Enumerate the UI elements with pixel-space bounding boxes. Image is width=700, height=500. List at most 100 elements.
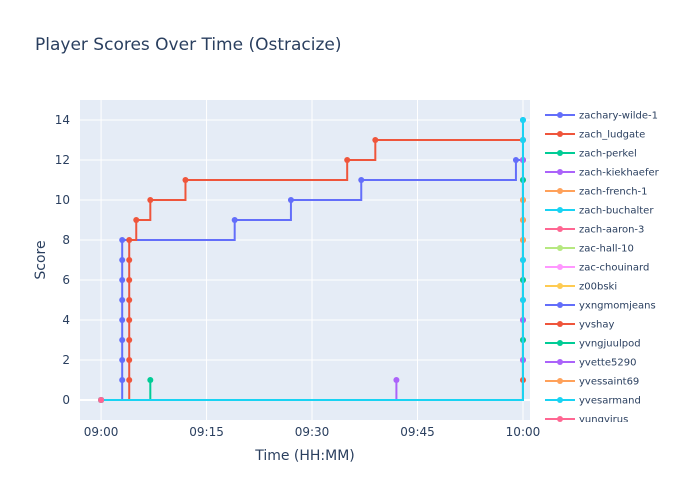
legend-item[interactable]: zach_ludgate xyxy=(545,130,645,141)
data-point xyxy=(519,297,526,303)
data-point xyxy=(519,257,526,263)
legend-item[interactable]: yvesarmand xyxy=(545,396,641,407)
data-point xyxy=(126,337,133,343)
data-point xyxy=(126,257,133,263)
legend-swatch-marker xyxy=(557,264,563,270)
data-point xyxy=(372,137,379,143)
legend-label: yvette5290 xyxy=(579,358,636,369)
y-tick-label: 10 xyxy=(55,193,70,207)
data-point xyxy=(98,397,105,403)
x-tick-label: 09:00 xyxy=(84,425,119,439)
legend-label: zach-french-1 xyxy=(579,187,648,198)
legend-swatch-marker xyxy=(557,416,563,422)
x-axis-label: Time (HH:MM) xyxy=(254,448,355,464)
y-tick-label: 8 xyxy=(62,233,70,247)
y-tick-label: 14 xyxy=(55,113,70,127)
data-point xyxy=(147,377,154,383)
data-point xyxy=(133,217,140,223)
legend-item[interactable]: zac-chouinard xyxy=(545,263,649,274)
y-tick-label: 4 xyxy=(62,313,70,327)
legend-label: yvessaint69 xyxy=(579,377,639,388)
legend-swatch-marker xyxy=(557,112,563,118)
legend-swatch-marker xyxy=(557,321,563,327)
series-zach-ludgate xyxy=(98,137,526,403)
legend-swatch-marker xyxy=(557,283,563,289)
legend-item[interactable]: yvessaint69 xyxy=(545,377,639,388)
data-point xyxy=(519,117,526,123)
y-tick-label: 6 xyxy=(62,273,70,287)
chart-title: Player Scores Over Time (Ostracize) xyxy=(35,35,342,55)
data-point xyxy=(119,257,126,263)
legend-label: zach-aaron-3 xyxy=(579,225,644,236)
legend-label: zach-kiekhaefer xyxy=(579,168,660,179)
data-point xyxy=(344,157,351,163)
x-axis-ticks: 09:00 09:15 09:30 09:45 10:00 xyxy=(84,425,540,439)
data-point xyxy=(119,297,126,303)
legend-label: zac-chouinard xyxy=(579,263,649,274)
y-tick-label: 0 xyxy=(62,393,70,407)
x-tick-label: 09:45 xyxy=(400,425,435,439)
series-layer xyxy=(98,117,526,403)
y-tick-label: 12 xyxy=(55,153,70,167)
data-point xyxy=(512,157,519,163)
legend-swatch-marker xyxy=(557,302,563,308)
data-point xyxy=(147,197,154,203)
data-point xyxy=(126,357,133,363)
data-point xyxy=(119,237,126,243)
y-axis-ticks: 0 2 4 6 8 10 12 14 xyxy=(55,113,70,407)
data-point xyxy=(119,377,126,383)
legend-item[interactable]: zach-french-1 xyxy=(545,187,648,198)
y-tick-label: 2 xyxy=(62,353,70,367)
y-axis-label: Score xyxy=(33,240,49,279)
legend-swatch-marker xyxy=(557,226,563,232)
data-point xyxy=(126,317,133,323)
series-line xyxy=(101,120,524,401)
plot-area xyxy=(80,100,530,420)
legend-swatch-marker xyxy=(557,378,563,384)
legend-item[interactable]: yungvirus xyxy=(545,415,628,426)
legend-item[interactable]: z00bski xyxy=(545,282,617,293)
legend-label: zach_ludgate xyxy=(579,130,645,141)
legend-swatch-marker xyxy=(557,150,563,156)
legend-label: zach-perkel xyxy=(579,149,637,160)
legend-label: z00bski xyxy=(579,282,617,293)
series-line xyxy=(101,139,523,401)
legend-label: yvshay xyxy=(579,320,615,331)
legend-label: yvesarmand xyxy=(579,396,641,407)
legend-label: yungvirus xyxy=(579,415,628,426)
legend-label: yxngmomjeans xyxy=(579,301,656,312)
x-tick-label: 10:00 xyxy=(506,425,541,439)
legend: zachary-wilde-1 zach_ludgate zach-perkel za… xyxy=(545,111,660,426)
legend-item[interactable]: yvngjuulpod xyxy=(545,339,641,350)
data-point xyxy=(119,317,126,323)
data-point xyxy=(519,137,526,143)
data-point xyxy=(119,277,126,283)
data-point xyxy=(126,377,133,383)
data-point xyxy=(119,337,126,343)
legend-item[interactable]: zach-aaron-3 xyxy=(545,225,644,236)
legend-item[interactable]: zach-perkel xyxy=(545,149,637,160)
legend-swatch-marker xyxy=(557,207,563,213)
legend-label: zach-buchalter xyxy=(579,206,654,217)
legend-swatch-marker xyxy=(557,359,563,365)
legend-swatch-marker xyxy=(557,340,563,346)
data-point xyxy=(126,237,133,243)
data-point xyxy=(358,177,365,183)
legend-swatch-marker xyxy=(557,397,563,403)
legend-item[interactable]: zach-kiekhaefer xyxy=(545,168,660,179)
data-point xyxy=(231,217,238,223)
legend-item[interactable]: yxngmomjeans xyxy=(545,301,656,312)
legend-swatch-marker xyxy=(557,131,563,137)
legend-item[interactable]: zachary-wilde-1 xyxy=(545,111,658,122)
legend-item[interactable]: yvette5290 xyxy=(545,358,636,369)
legend-item[interactable]: zach-buchalter xyxy=(545,206,654,217)
legend-item[interactable]: zac-hall-10 xyxy=(545,244,634,255)
data-point xyxy=(287,197,294,203)
x-tick-label: 09:15 xyxy=(189,425,224,439)
x-tick-label: 09:30 xyxy=(295,425,330,439)
legend-item[interactable]: yvshay xyxy=(545,320,615,331)
legend-label: zachary-wilde-1 xyxy=(579,111,658,122)
data-point xyxy=(393,377,400,383)
legend-swatch-marker xyxy=(557,169,563,175)
